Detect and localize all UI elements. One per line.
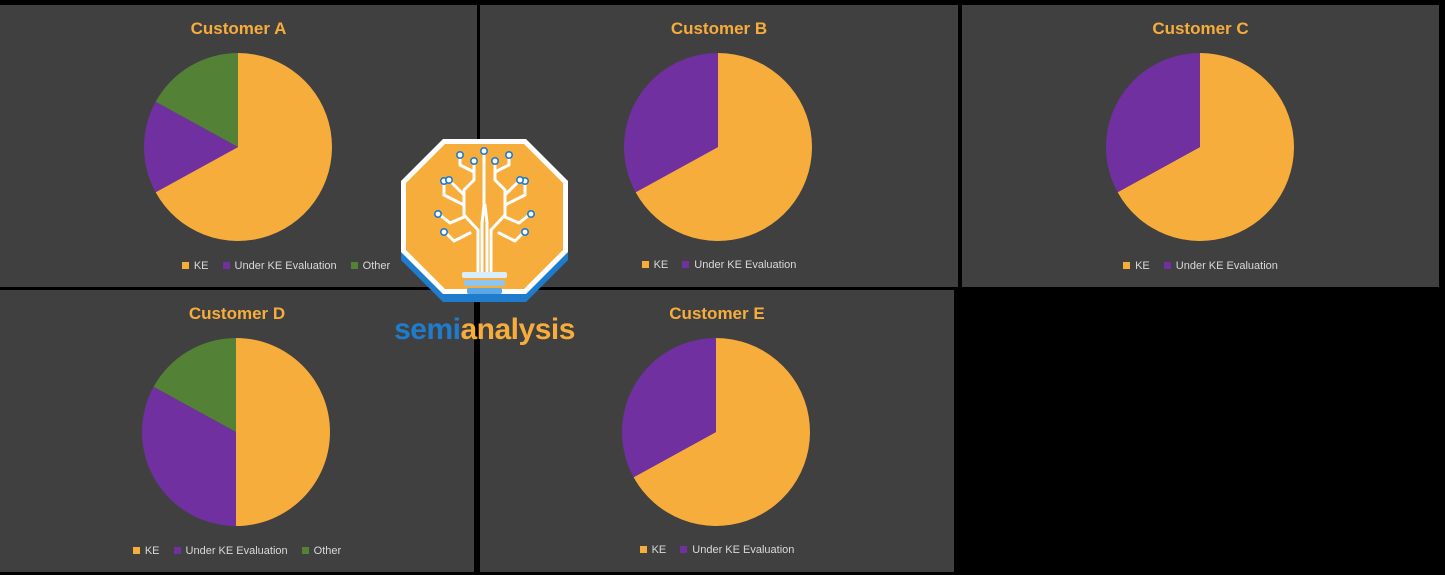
semianalysis-logo: semianalysis	[392, 135, 577, 350]
chart-legend: KE Under KE Evaluation Other	[0, 545, 474, 557]
chart-title: Customer D	[188, 304, 286, 323]
legend-item-under-ke-evaluation: Under KE Evaluation	[1163, 260, 1278, 272]
legend-label: Under KE Evaluation	[1175, 260, 1278, 272]
legend-swatch	[132, 546, 140, 554]
legend-swatch	[682, 260, 690, 268]
legend-item-other: Other	[350, 260, 391, 272]
pie-slice-under-ke-evaluation	[144, 101, 238, 193]
chart-panel-customer-b: Customer B KE Under KE Evaluation	[480, 5, 958, 287]
pie-chart	[142, 338, 330, 526]
legend-label: Other	[362, 260, 391, 272]
legend-label: Under KE Evaluation	[694, 259, 797, 271]
legend-label: Other	[313, 545, 342, 557]
legend-item-ke: KE	[181, 260, 209, 272]
legend-swatch	[301, 546, 309, 554]
chart-legend: KE Under KE Evaluation	[962, 260, 1439, 272]
legend-label: KE	[1135, 260, 1150, 272]
legend-label: Under KE Evaluation	[185, 545, 288, 557]
legend-item-other: Other	[301, 545, 342, 557]
lightbulb-circuit-icon	[401, 139, 568, 302]
chart-legend: KE Under KE Evaluation	[480, 544, 954, 556]
legend-item-ke: KE	[132, 545, 160, 557]
chart-panel-customer-e: Customer E KE Under KE Evaluation	[480, 290, 954, 572]
chart-title: Customer B	[670, 19, 768, 38]
legend-item-under-ke-evaluation: Under KE Evaluation	[173, 545, 288, 557]
chart-legend: KE Under KE Evaluation	[480, 259, 958, 271]
chart-panel-customer-a: Customer A KE Under KE Evaluation Other	[0, 5, 477, 287]
chart-title: Customer C	[1152, 19, 1249, 38]
pie-chart	[624, 53, 813, 241]
legend-swatch	[350, 261, 358, 269]
legend-label: Under KE Evaluation	[234, 260, 337, 272]
pie-slice-ke	[633, 338, 811, 526]
legend-label: KE	[653, 259, 669, 271]
pie-slice-other	[155, 53, 238, 147]
chart-panel-customer-c: Customer C KE Under KE Evaluation	[962, 5, 1439, 287]
legend-swatch	[222, 261, 230, 269]
legend-item-under-ke-evaluation: Under KE Evaluation	[682, 259, 796, 271]
brand-wordmark-part2: analysis	[460, 313, 575, 346]
legend-item-ke: KE	[641, 259, 669, 271]
brand-wordmark-part1: semi	[394, 313, 461, 346]
pie-slice-ke	[1117, 53, 1295, 241]
legend-item-ke: KE	[1123, 260, 1150, 272]
legend-label: KE	[144, 545, 160, 557]
legend-swatch	[639, 545, 647, 553]
legend-swatch	[1163, 261, 1171, 269]
pie-slice-under-ke-evaluation	[1106, 53, 1200, 193]
legend-label: Under KE Evaluation	[692, 544, 795, 556]
chart-title: Customer A	[190, 19, 287, 38]
pie-chart	[144, 53, 333, 241]
pie-chart	[622, 338, 811, 526]
legend-item-under-ke-evaluation: Under KE Evaluation	[680, 544, 794, 556]
legend-label: KE	[193, 260, 209, 272]
chart-legend: KE Under KE Evaluation Other	[95, 260, 477, 272]
legend-swatch	[680, 545, 688, 553]
pie-slice-under-ke-evaluation	[142, 386, 236, 526]
pie-slice-under-ke-evaluation	[622, 338, 716, 478]
legend-swatch	[1123, 261, 1131, 269]
legend-swatch	[641, 260, 649, 268]
pie-slice-ke	[635, 53, 813, 241]
pie-slice-under-ke-evaluation	[624, 53, 718, 193]
chart-title: Customer E	[669, 304, 765, 323]
pie-chart	[1106, 53, 1295, 241]
legend-swatch	[181, 261, 189, 269]
brand-wordmark: semianalysis	[392, 312, 577, 348]
pie-slice-ke	[155, 53, 333, 241]
legend-swatch	[173, 546, 181, 554]
pie-slice-other	[153, 338, 236, 432]
legend-label: KE	[651, 544, 667, 556]
legend-item-ke: KE	[639, 544, 667, 556]
pie-slice-ke	[236, 338, 330, 526]
legend-item-under-ke-evaluation: Under KE Evaluation	[222, 260, 337, 272]
chart-panel-customer-d: Customer D KE Under KE Evaluation Other	[0, 290, 474, 572]
